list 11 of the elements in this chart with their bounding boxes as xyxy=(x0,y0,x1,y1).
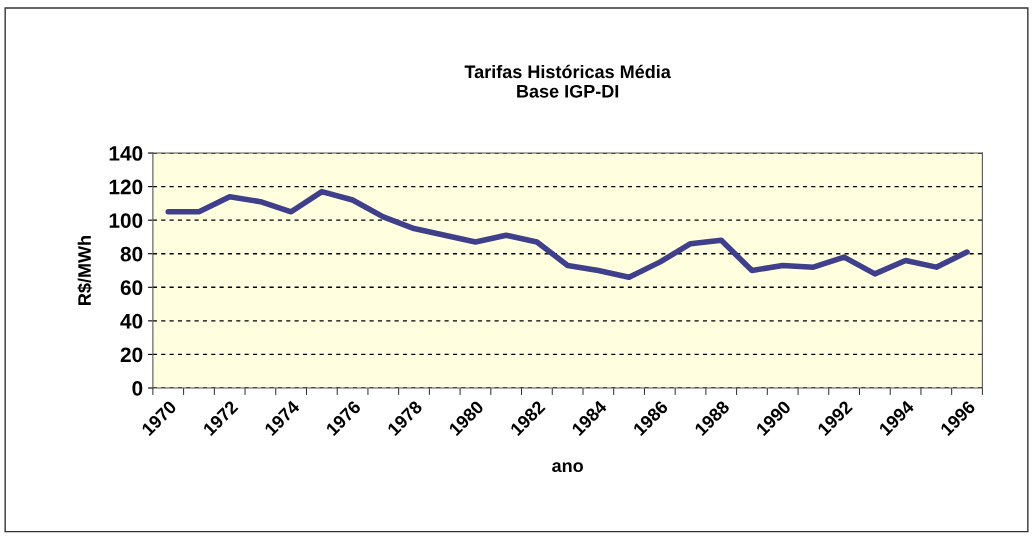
y-tick-label: 40 xyxy=(120,313,143,329)
y-tick-label: 20 xyxy=(120,347,143,363)
chart-title: Tarifas Históricas Média Base IGP-DI xyxy=(464,64,671,98)
y-tick-label: 60 xyxy=(120,280,143,296)
x-axis-title: ano xyxy=(552,462,583,473)
y-tick-label: 120 xyxy=(109,179,143,195)
y-axis-title: R$/MWh xyxy=(77,236,93,305)
y-tick-label: 0 xyxy=(132,380,143,396)
y-tick-label: 100 xyxy=(109,213,143,228)
y-tick-label: 140 xyxy=(109,146,143,161)
y-tick-label: 80 xyxy=(120,246,143,262)
